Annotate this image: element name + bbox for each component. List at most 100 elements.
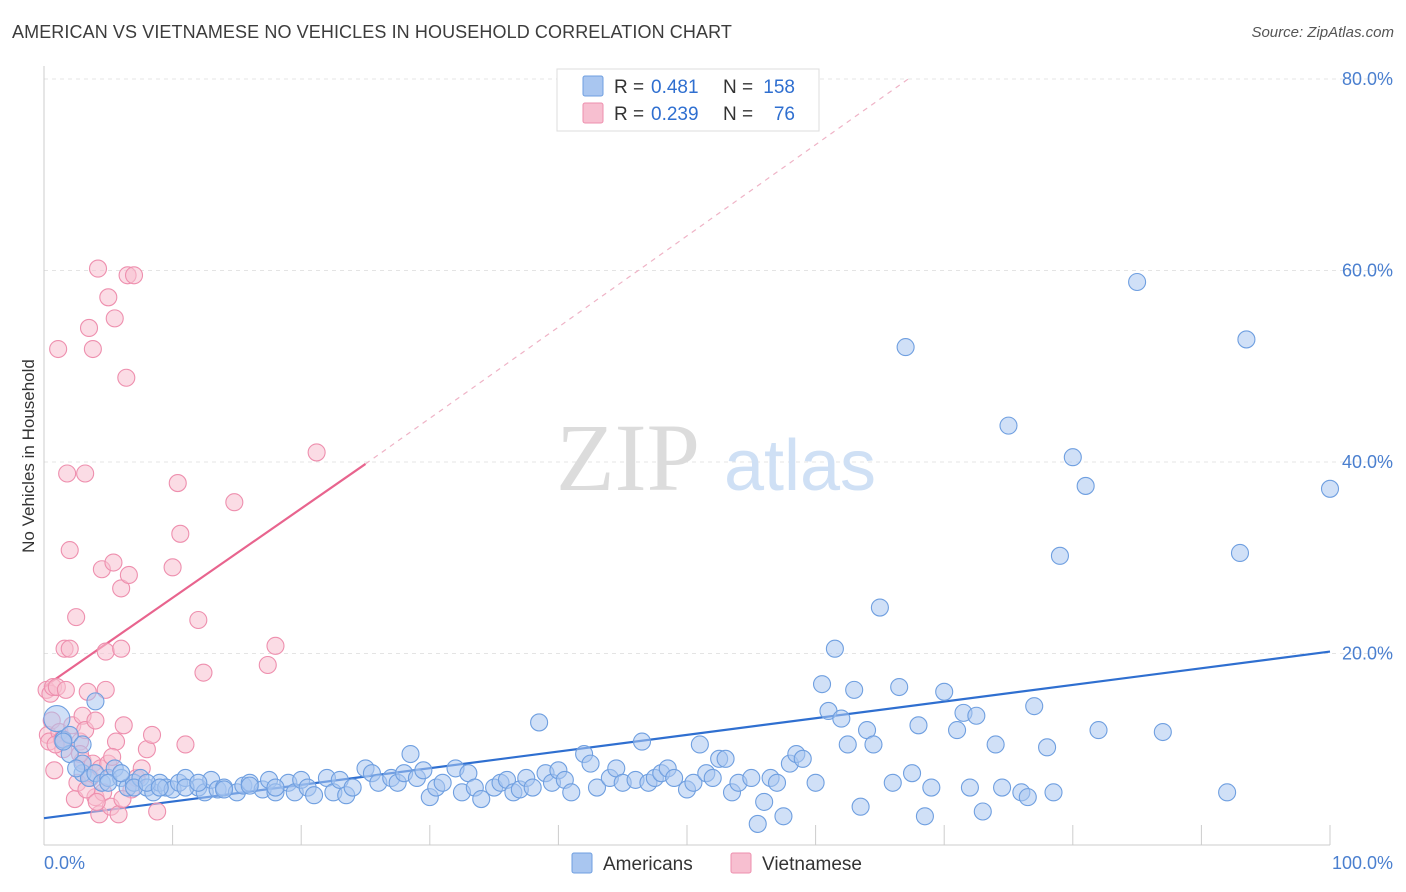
point-americans [1218,783,1237,802]
point-americans [935,682,954,701]
bottom-legend-label-americans: Americans [603,854,693,875]
watermark: ZIP atlas [556,404,876,511]
point-vietnamese [117,368,136,387]
series-americans [43,272,1340,833]
legend-r-label-americans: R = [614,77,644,98]
point-americans [1050,546,1069,565]
point-vietnamese [56,680,75,699]
point-americans [305,786,324,805]
point-americans [948,721,967,740]
series-vietnamese [37,259,326,824]
point-vietnamese [176,735,195,754]
point-americans [632,732,652,751]
point-vietnamese [60,639,79,658]
point-americans [665,768,684,788]
point-americans [832,709,851,728]
point-americans [1320,479,1340,498]
legend-n-value-vietnamese: 76 [774,104,795,125]
point-americans [1063,448,1082,467]
point-vietnamese [148,802,167,821]
y-axis-label: No Vehicles in Household [19,359,38,553]
point-vietnamese [225,493,244,512]
point-americans [433,773,452,792]
point-vietnamese [119,565,138,585]
legend: R = 0.481 N = 158 R = 0.239 N = 76 [556,68,820,132]
point-americans [189,773,208,792]
x-tick-label: 0.0% [44,853,85,873]
watermark-zip: ZIP [556,404,700,511]
y-tick-label: 80.0% [1342,69,1393,89]
point-americans [54,732,73,751]
point-vietnamese [266,636,285,655]
point-vietnamese [86,711,105,730]
point-americans [266,778,285,797]
point-americans [562,783,581,802]
point-vietnamese [194,663,213,682]
legend-swatch-vietnamese [582,102,604,124]
point-americans [703,768,722,788]
point-americans [1128,272,1147,292]
point-americans [150,778,169,797]
legend-r-value-americans: 0.481 [651,77,699,98]
point-vietnamese [87,792,106,811]
y-tick-label: 60.0% [1342,261,1393,281]
point-americans [1025,697,1044,716]
point-americans [915,807,934,826]
point-vietnamese [112,579,131,598]
point-americans [767,773,787,792]
point-americans [896,338,915,357]
point-americans [870,598,889,617]
point-americans [922,778,941,797]
point-vietnamese [258,655,277,675]
legend-n-label-americans: N = [723,77,753,98]
point-americans [1038,738,1057,757]
point-vietnamese [99,288,118,307]
point-vietnamese [106,732,126,751]
point-americans [845,680,864,699]
point-vietnamese [88,259,108,278]
point-vietnamese [163,558,182,577]
point-vietnamese [83,339,102,359]
point-americans [806,773,825,792]
point-americans [1089,721,1108,740]
point-americans [1044,783,1063,802]
point-americans [587,778,607,797]
point-americans [1230,543,1250,563]
point-americans [851,797,870,816]
point-americans [530,713,549,732]
point-americans [838,735,857,754]
point-vietnamese [96,680,115,699]
point-americans [43,705,71,733]
point-americans [890,677,909,697]
point-vietnamese [49,339,68,359]
bottom-legend: Americans Vietnamese [571,852,862,875]
point-americans [793,749,812,768]
point-americans [999,416,1018,435]
gridlines [44,78,1394,654]
legend-n-value-americans: 158 [763,77,795,98]
point-americans [67,759,86,778]
point-vietnamese [142,725,162,744]
watermark-atlas: atlas [724,426,876,506]
point-vietnamese [79,318,99,338]
point-vietnamese [58,464,77,483]
point-americans [343,778,362,797]
legend-r-value-vietnamese: 0.239 [651,104,699,125]
point-vietnamese [124,266,144,285]
bottom-legend-label-vietnamese: Vietnamese [762,854,862,875]
point-americans [973,802,992,821]
point-americans [214,780,234,799]
point-americans [967,706,986,725]
point-vietnamese [171,524,190,543]
legend-r-label-vietnamese: R = [614,104,644,125]
point-americans [1018,788,1037,807]
point-americans [240,776,259,795]
chart-title: AMERICAN VS VIETNAMESE NO VEHICLES IN HO… [12,22,732,42]
bottom-legend-swatch-americans [571,852,593,874]
point-americans [1153,722,1172,742]
point-americans [1237,330,1256,349]
point-vietnamese [76,464,95,483]
point-vietnamese [189,610,208,630]
point-americans [960,778,979,797]
